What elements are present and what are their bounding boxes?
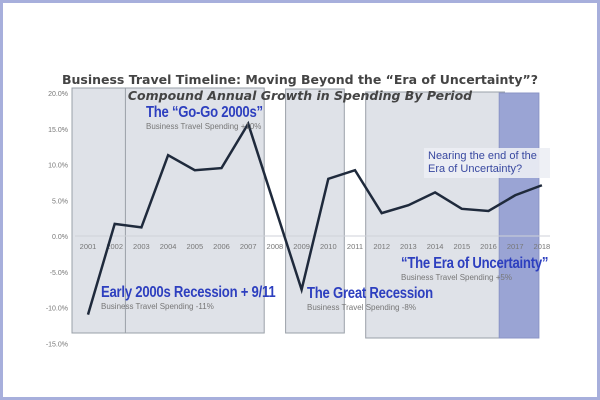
- y-tick-label: 10.0%: [48, 163, 68, 170]
- period-box: [285, 88, 345, 334]
- x-tick-label: 2004: [160, 242, 177, 251]
- period-detail: Business Travel Spending +10%: [146, 122, 262, 131]
- x-tick-label: 2005: [186, 242, 203, 251]
- period-title: The “Go-Go 2000s”: [146, 104, 263, 121]
- x-tick-label: 2001: [80, 242, 97, 251]
- period-title: The Great Recession: [307, 285, 433, 302]
- x-tick-label: 2002: [106, 242, 123, 251]
- x-tick-label: 2018: [534, 242, 551, 251]
- y-tick-label: 20.0%: [48, 91, 68, 98]
- x-tick-label: 2011: [347, 242, 363, 251]
- x-tick-label: 2009: [293, 242, 310, 251]
- x-tick-label: 2012: [373, 242, 390, 251]
- y-tick-label: 0.0%: [52, 234, 68, 241]
- series-line: [86, 120, 543, 316]
- x-tick-label: 2007: [240, 242, 257, 251]
- x-tick-label: 2010: [320, 242, 337, 251]
- x-tick-label: 2015: [453, 242, 470, 251]
- period-box: [365, 91, 506, 339]
- period-label-uncertainty: “The Era of Uncertainty” Business Travel…: [401, 255, 581, 283]
- x-tick-label: 2013: [400, 242, 417, 251]
- period-detail: Business Travel Spending +5%: [401, 273, 512, 282]
- period-box: [498, 92, 540, 339]
- period-label-early-2000s: Early 2000s Recession + 9/11 Business Tr…: [101, 284, 314, 312]
- period-label-gogo: The “Go-Go 2000s” Business Travel Spendi…: [146, 104, 289, 132]
- chart-title: Business Travel Timeline: Moving Beyond …: [61, 72, 539, 87]
- x-tick-label: 2003: [133, 242, 150, 251]
- x-tick-label: 2008: [267, 242, 284, 251]
- period-detail: Business Travel Spending -11%: [101, 302, 214, 311]
- period-title: Early 2000s Recession + 9/11: [101, 284, 276, 301]
- annotation-note: Nearing the end of the Era of Uncertaint…: [424, 148, 550, 178]
- x-tick-label: 2016: [480, 242, 497, 251]
- period-detail: Business Travel Spending -8%: [307, 303, 416, 312]
- y-tick-label: -5.0%: [50, 270, 68, 277]
- y-tick-label: -15.0%: [46, 341, 68, 348]
- x-tick-label: 2017: [507, 242, 524, 251]
- y-tick-label: 15.0%: [48, 127, 68, 134]
- chart-subtitle: Compound Annual Growth in Spending By Pe…: [127, 88, 473, 103]
- period-label-great-recession: The Great Recession Business Travel Spen…: [307, 285, 460, 313]
- x-tick-label: 2006: [213, 242, 230, 251]
- x-tick-label: 2014: [427, 242, 444, 251]
- y-tick-label: 5.0%: [52, 198, 68, 205]
- y-tick-label: -10.0%: [46, 306, 68, 313]
- period-title: “The Era of Uncertainty”: [401, 255, 549, 272]
- period-box: [71, 87, 132, 334]
